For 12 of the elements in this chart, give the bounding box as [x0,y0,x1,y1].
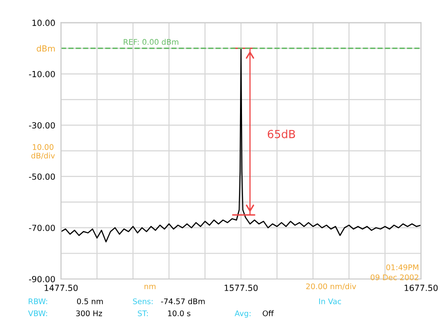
line-series [61,48,421,242]
y-tick-label: -90.00 [28,276,55,282]
annotation: 65dB [268,130,296,138]
y-tick-label: -30.00 [28,122,55,129]
y-tick-label: 10.00 [32,20,55,26]
y-tick-label: dBm [36,45,55,52]
x-tick-label: 1477.50 [44,284,78,292]
y-tick-label: -50.00 [28,173,55,180]
y-tick-label: -10.00 [28,70,55,78]
x-tick-label: 1577.50 [224,284,258,292]
y-tick-label: -70.00 [28,224,55,232]
x-tick-label: 1677.50 [404,284,438,292]
